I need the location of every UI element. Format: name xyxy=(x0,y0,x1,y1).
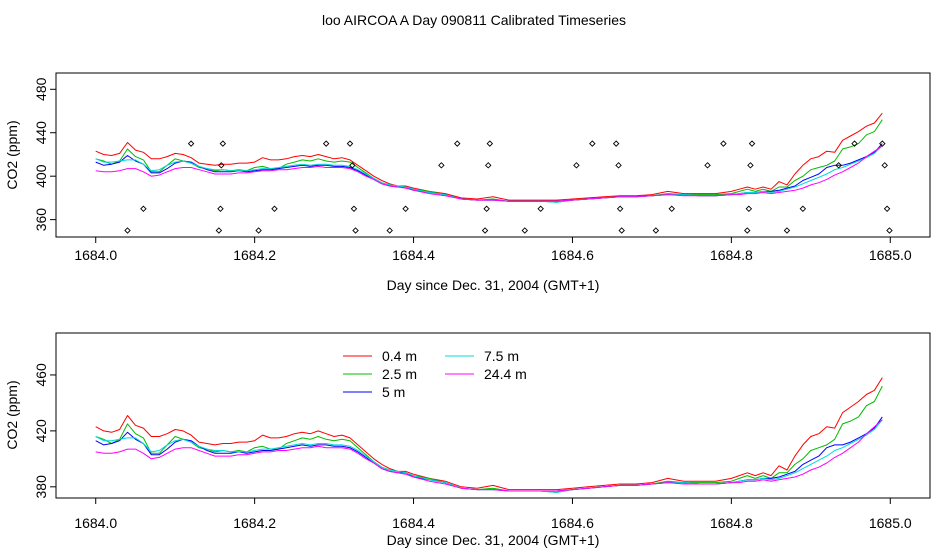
legend: 0.4 m 2.5 m 5 m 7.5 m 24.4 m xyxy=(343,348,527,400)
diamond-marker xyxy=(454,140,461,147)
top-y-tick-label: 480 xyxy=(33,77,49,101)
bottom-panel: 1684.0 1684.2 1684.4 1684.6 1684.8 1685.0 380 4… xyxy=(4,332,931,548)
top-y-axis-label: CO2 (ppm) xyxy=(4,120,20,189)
figure-title: loo AIRCOA A Day 090811 Calibrated Times… xyxy=(322,12,626,28)
top-x-tick-label: 1684.6 xyxy=(551,247,594,263)
legend-label: 24.4 m xyxy=(484,366,527,382)
diamond-marker xyxy=(218,162,225,169)
diamond-marker xyxy=(402,205,409,212)
diamond-marker xyxy=(720,140,727,147)
top-x-tick-label: 1684.2 xyxy=(233,247,276,263)
bottom-series-line-24-4-m xyxy=(95,419,883,492)
top-axis-ticks: 1684.0 1684.2 1684.4 1684.6 1684.8 1685.0 360 4… xyxy=(33,77,912,263)
diamond-marker xyxy=(883,205,891,212)
bottom-y-tick-label: 420 xyxy=(33,419,49,443)
bottom-plot-frame xyxy=(55,332,931,499)
top-y-tick-label: 440 xyxy=(33,121,49,145)
diamond-marker xyxy=(748,140,756,147)
diamond-marker xyxy=(483,205,490,212)
diamond-marker xyxy=(484,162,492,169)
diamond-marker xyxy=(255,227,262,234)
diamond-marker xyxy=(881,162,888,169)
diamond-marker xyxy=(879,140,886,147)
diamond-marker xyxy=(589,140,596,147)
bottom-x-axis-label: Day since Dec. 31, 2004 (GMT+1) xyxy=(387,532,600,548)
top-y-tick-label: 400 xyxy=(33,164,49,188)
diamond-marker xyxy=(350,205,358,212)
diamond-marker xyxy=(386,227,393,234)
top-series-line-24-4-m xyxy=(95,145,883,202)
diamond-marker xyxy=(745,205,753,212)
diamond-marker xyxy=(271,205,278,212)
diamond-marker xyxy=(481,227,489,234)
top-x-tick-label: 1684.8 xyxy=(710,247,753,263)
diamond-marker xyxy=(352,227,359,234)
diamond-marker xyxy=(835,162,842,169)
diamond-marker xyxy=(486,140,494,147)
diamond-marker xyxy=(886,227,893,234)
top-point-markers xyxy=(124,140,893,234)
diamond-marker xyxy=(217,205,224,212)
diamond-marker xyxy=(349,162,356,169)
diamond-marker xyxy=(124,227,131,234)
diamond-marker xyxy=(747,162,754,169)
top-y-tick-label: 360 xyxy=(33,208,49,232)
top-panel: 1684.0 1684.2 1684.4 1684.6 1684.8 1685.0 360 4… xyxy=(4,72,931,293)
top-x-tick-label: 1684.4 xyxy=(392,247,435,263)
diamond-marker xyxy=(140,205,147,212)
diamond-marker xyxy=(215,227,223,234)
bottom-x-tick-label: 1684.2 xyxy=(233,515,276,531)
diamond-marker xyxy=(783,227,791,234)
diamond-marker xyxy=(187,140,195,147)
bottom-x-tick-label: 1685.0 xyxy=(869,515,912,531)
diamond-marker xyxy=(521,227,529,234)
bottom-y-tick-label: 460 xyxy=(33,363,49,387)
top-x-tick-label: 1684.0 xyxy=(74,247,117,263)
top-plot-frame xyxy=(55,72,931,238)
diamond-marker xyxy=(346,140,354,147)
top-x-tick-label: 1685.0 xyxy=(869,247,912,263)
diamond-marker xyxy=(573,162,580,169)
bottom-y-axis-label: CO2 (ppm) xyxy=(4,380,20,449)
diamond-marker xyxy=(799,205,807,212)
top-series-lines xyxy=(95,112,883,203)
legend-label: 0.4 m xyxy=(382,348,417,364)
top-series-line-7-5-m xyxy=(95,145,883,203)
diamond-marker xyxy=(615,162,622,169)
bottom-series-line-0-4-m xyxy=(95,377,883,491)
top-series-line-0-4-m xyxy=(95,112,883,201)
legend-label: 5 m xyxy=(382,384,405,400)
legend-label: 7.5 m xyxy=(484,348,519,364)
diamond-marker xyxy=(612,140,620,147)
diamond-marker xyxy=(851,140,858,147)
bottom-x-tick-label: 1684.0 xyxy=(74,515,117,531)
bottom-series-line-7-5-m xyxy=(95,419,883,493)
bottom-x-tick-label: 1684.4 xyxy=(392,515,435,531)
diamond-marker xyxy=(616,205,624,212)
diamond-marker xyxy=(537,205,544,212)
top-x-axis-label: Day since Dec. 31, 2004 (GMT+1) xyxy=(387,277,600,293)
bottom-x-tick-label: 1684.6 xyxy=(551,515,594,531)
diamond-marker xyxy=(668,205,676,212)
diamond-marker xyxy=(322,140,330,147)
bottom-series-lines xyxy=(95,377,883,493)
bottom-axis-ticks: 1684.0 1684.2 1684.4 1684.6 1684.8 1685.0 380 4… xyxy=(33,363,912,531)
legend-label: 2.5 m xyxy=(382,366,417,382)
diamond-marker xyxy=(438,162,445,169)
diamond-marker xyxy=(704,162,711,169)
bottom-y-tick-label: 380 xyxy=(33,475,49,499)
diamond-marker xyxy=(652,227,660,234)
diamond-marker xyxy=(618,227,625,234)
diamond-marker xyxy=(744,227,751,234)
diamond-marker xyxy=(219,140,227,147)
bottom-x-tick-label: 1684.8 xyxy=(710,515,753,531)
